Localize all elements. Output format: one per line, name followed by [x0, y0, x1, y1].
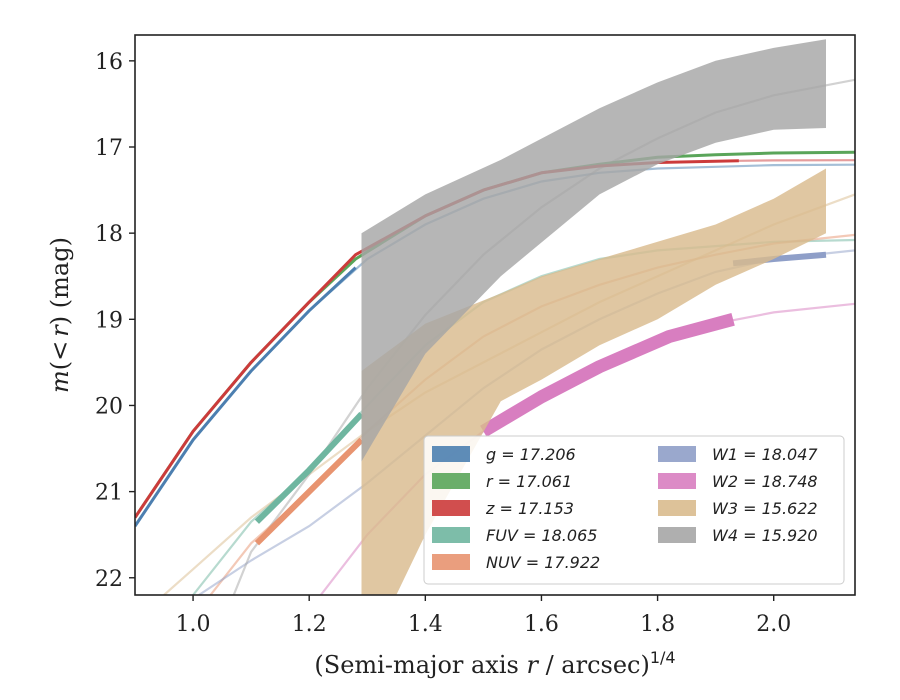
y-axis-label: m(<r) (mag): [46, 237, 74, 393]
y-tick-label: 22: [95, 567, 123, 592]
y-tick-label: 21: [95, 481, 123, 506]
data-curve-w2: [480, 313, 735, 437]
legend-swatch-fuv: [432, 527, 470, 543]
x-tick-label: 1.4: [408, 612, 443, 637]
legend-swatch-w2: [658, 473, 696, 489]
x-tick-label: 1.8: [640, 612, 675, 637]
legend-swatch-g: [432, 446, 470, 462]
legend-swatch-r: [432, 473, 470, 489]
data-curve-g: [135, 266, 357, 527]
legend-frame: [423, 435, 845, 585]
legend-label-w2: W2 = 18.748: [712, 472, 818, 491]
y-tick-label: 18: [95, 222, 123, 247]
y-tick-label: 20: [95, 394, 123, 419]
plot-frame: [134, 34, 856, 596]
legend-swatch-z: [432, 500, 470, 516]
y-axis-ticks: 16 17 18 19 20 21 22: [95, 50, 135, 592]
x-tick-label: 1.6: [524, 612, 559, 637]
legend-swatch-w3: [658, 500, 696, 516]
y-tick-label: 19: [95, 308, 123, 333]
legend-label-g: g = 17.206: [486, 445, 576, 464]
y-tick-label: 17: [95, 136, 123, 161]
legend-swatch-w4: [658, 527, 696, 543]
x-tick-label: 2.0: [756, 612, 791, 637]
legend-label-nuv: NUV = 17.922: [486, 553, 600, 572]
legend-label-w4: W4 = 15.920: [712, 526, 818, 545]
legend: g = 17.206 r = 17.061 z = 17.153 FUV = 18.0…: [423, 435, 845, 585]
x-tick-label: 1.0: [176, 612, 211, 637]
legend-label-r: r = 17.061: [486, 472, 572, 491]
model-curve-z: [738, 159, 855, 162]
legend-label-fuv: FUV = 18.065: [486, 526, 597, 545]
legend-label-w3: W3 = 15.622: [712, 499, 818, 518]
x-tick-label: 1.2: [292, 612, 327, 637]
legend-swatch-nuv: [432, 554, 470, 570]
data-curve-nuv: [254, 437, 364, 546]
band-w3: [361, 168, 826, 595]
data-curve-fuv: [254, 412, 364, 524]
legend-swatch-w1: [658, 446, 696, 462]
measurement-bands: [135, 39, 855, 595]
y-tick-label: 16: [95, 50, 123, 75]
legend-label-w1: W1 = 18.047: [712, 445, 818, 464]
band-w4: [361, 39, 826, 462]
x-axis-label: (Semi-major axis r / arcsec)1/4: [314, 648, 675, 679]
x-axis-ticks: 1.0 1.2 1.4 1.6 1.8 2.0: [176, 595, 791, 637]
legend-label-z: z = 17.153: [485, 499, 574, 518]
